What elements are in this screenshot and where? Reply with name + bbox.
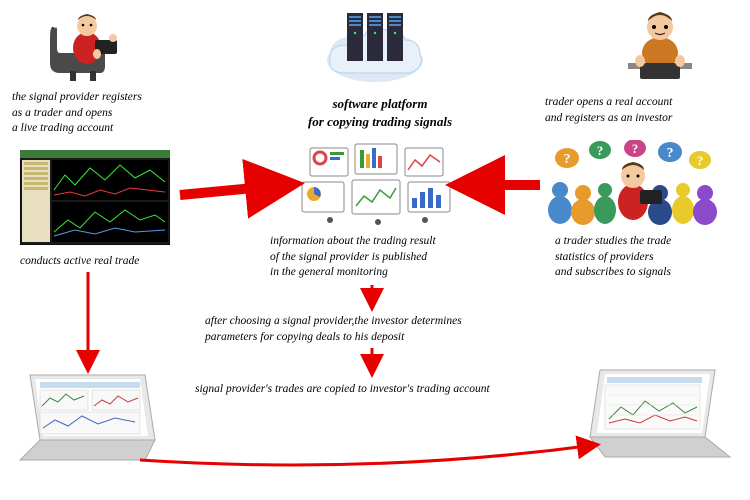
arrow-copy-trades xyxy=(0,0,750,500)
